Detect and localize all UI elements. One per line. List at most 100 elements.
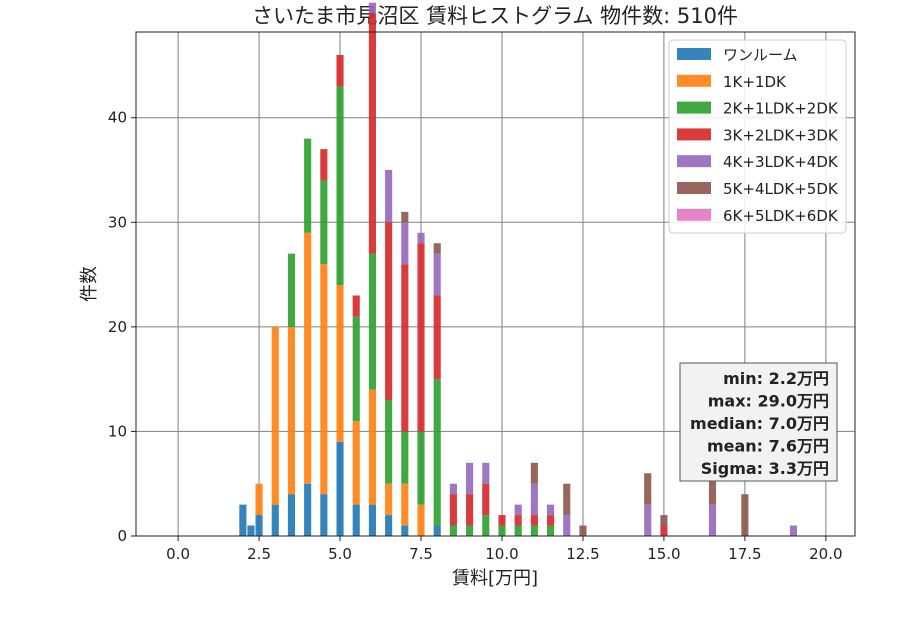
bar-segment xyxy=(401,211,409,223)
stats-line: mean: 7.6万円 xyxy=(707,437,829,456)
bar-segment xyxy=(255,515,263,536)
bar-segment xyxy=(433,243,441,254)
bar-segment xyxy=(530,515,538,526)
bar-segment xyxy=(385,400,393,484)
x-tick-label: 17.5 xyxy=(728,545,761,563)
bar-segment xyxy=(287,494,296,536)
legend-swatch xyxy=(677,101,711,114)
legend-label: 3K+2LDK+3DK xyxy=(723,126,839,144)
stats-line: min: 2.2万円 xyxy=(723,369,829,388)
bar-segment xyxy=(741,494,749,536)
bar-segment xyxy=(708,504,717,536)
bar-segment xyxy=(546,525,555,536)
bar-segment xyxy=(401,483,409,526)
bar-segment xyxy=(660,525,668,536)
chart-title: さいたま市見沼区 賃料ヒストグラム 物件数: 510件 xyxy=(252,4,738,28)
bar-segment xyxy=(368,13,376,254)
bar-segment xyxy=(417,243,425,432)
bar-segment xyxy=(368,389,376,505)
bar-segment xyxy=(239,504,247,536)
legend-label: 1K+1DK xyxy=(723,73,787,91)
bar-segment xyxy=(368,504,376,536)
legend-swatch xyxy=(677,128,711,141)
bar-segment xyxy=(579,525,587,536)
bar-segment xyxy=(320,494,328,536)
bar-segment xyxy=(466,525,474,536)
y-axis-label: 件数 xyxy=(79,266,100,302)
bar-segment xyxy=(546,515,555,526)
bar-segment xyxy=(530,462,538,484)
bar-segment xyxy=(514,515,522,526)
legend-swatch xyxy=(677,155,711,168)
stats-line: max: 29.0万円 xyxy=(708,392,829,411)
bar-segment xyxy=(304,138,312,233)
bar-segment xyxy=(449,483,457,495)
bar-segment xyxy=(482,462,490,484)
y-axis-ticks: 0 10 20 30 40 xyxy=(108,109,136,545)
bar-stacks xyxy=(239,2,798,536)
bar-segment xyxy=(320,264,328,495)
y-tick-label: 40 xyxy=(108,109,127,127)
legend-swatch xyxy=(677,208,711,221)
bar-segment xyxy=(401,264,409,432)
bar-segment xyxy=(789,525,798,536)
bar-segment xyxy=(433,379,441,526)
bar-segment xyxy=(401,431,409,484)
bar-segment xyxy=(498,525,506,536)
bar-segment xyxy=(530,483,538,516)
bar-segment xyxy=(644,504,652,536)
bar-segment xyxy=(336,55,344,87)
bar-segment xyxy=(563,515,571,536)
bar-segment xyxy=(449,494,457,526)
bar-segment xyxy=(255,483,263,516)
x-axis-label: 賃料[万円] xyxy=(452,568,538,589)
bar-segment xyxy=(417,431,425,505)
bar-segment xyxy=(271,326,279,505)
bar-segment xyxy=(368,253,376,390)
bar-segment xyxy=(546,504,555,516)
bar-segment xyxy=(708,473,717,505)
bar-segment xyxy=(644,473,652,505)
bar-segment xyxy=(320,180,328,265)
bar-segment xyxy=(247,525,255,536)
legend-label: ワンルーム xyxy=(723,46,798,64)
bar-segment xyxy=(287,326,296,495)
bar-segment xyxy=(385,483,393,516)
bar-segment xyxy=(482,483,490,516)
x-tick-label: 5.0 xyxy=(328,545,352,563)
x-tick-label: 15.0 xyxy=(647,545,680,563)
legend-label: 2K+1LDK+2DK xyxy=(723,100,839,118)
bar-segment xyxy=(352,316,360,421)
bar-segment xyxy=(336,441,344,536)
y-tick-label: 30 xyxy=(108,213,127,231)
bar-segment xyxy=(514,504,522,516)
bar-segment xyxy=(352,504,360,536)
legend-swatch xyxy=(677,182,711,194)
legend-swatch xyxy=(677,74,711,87)
x-tick-label: 7.5 xyxy=(409,545,433,563)
legend-label: 4K+3LDK+4DK xyxy=(723,153,839,171)
bar-segment xyxy=(304,232,312,484)
bar-segment xyxy=(449,525,457,536)
bar-segment xyxy=(352,295,360,317)
x-axis-ticks: 0.0 2.5 5.0 7.5 10.0 12.5 15.0 17.5 20.0 xyxy=(166,536,843,563)
x-tick-label: 10.0 xyxy=(485,545,518,563)
bar-segment xyxy=(385,515,393,536)
y-tick-label: 10 xyxy=(108,422,127,440)
legend-frame xyxy=(668,39,847,234)
bar-segment xyxy=(498,515,506,526)
bar-segment xyxy=(401,525,409,536)
bar-segment xyxy=(563,483,571,516)
bar-segment xyxy=(320,149,328,181)
bar-segment xyxy=(336,285,344,442)
bar-segment xyxy=(287,253,296,327)
bar-segment xyxy=(417,504,425,536)
stats-box: min: 2.2万円 max: 29.0万円 median: 7.0万円 mean: … xyxy=(679,362,838,482)
x-tick-label: 0.0 xyxy=(166,545,190,563)
x-tick-label: 2.5 xyxy=(247,545,271,563)
bar-segment xyxy=(385,222,393,401)
bar-segment xyxy=(433,525,441,536)
stats-line: Sigma: 3.3万円 xyxy=(701,459,829,478)
y-tick-label: 0 xyxy=(117,527,127,545)
bar-segment xyxy=(482,515,490,536)
